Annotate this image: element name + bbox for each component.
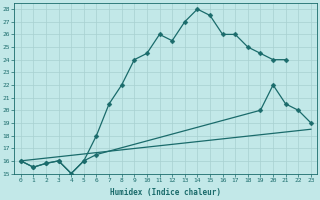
X-axis label: Humidex (Indice chaleur): Humidex (Indice chaleur) bbox=[110, 188, 221, 197]
